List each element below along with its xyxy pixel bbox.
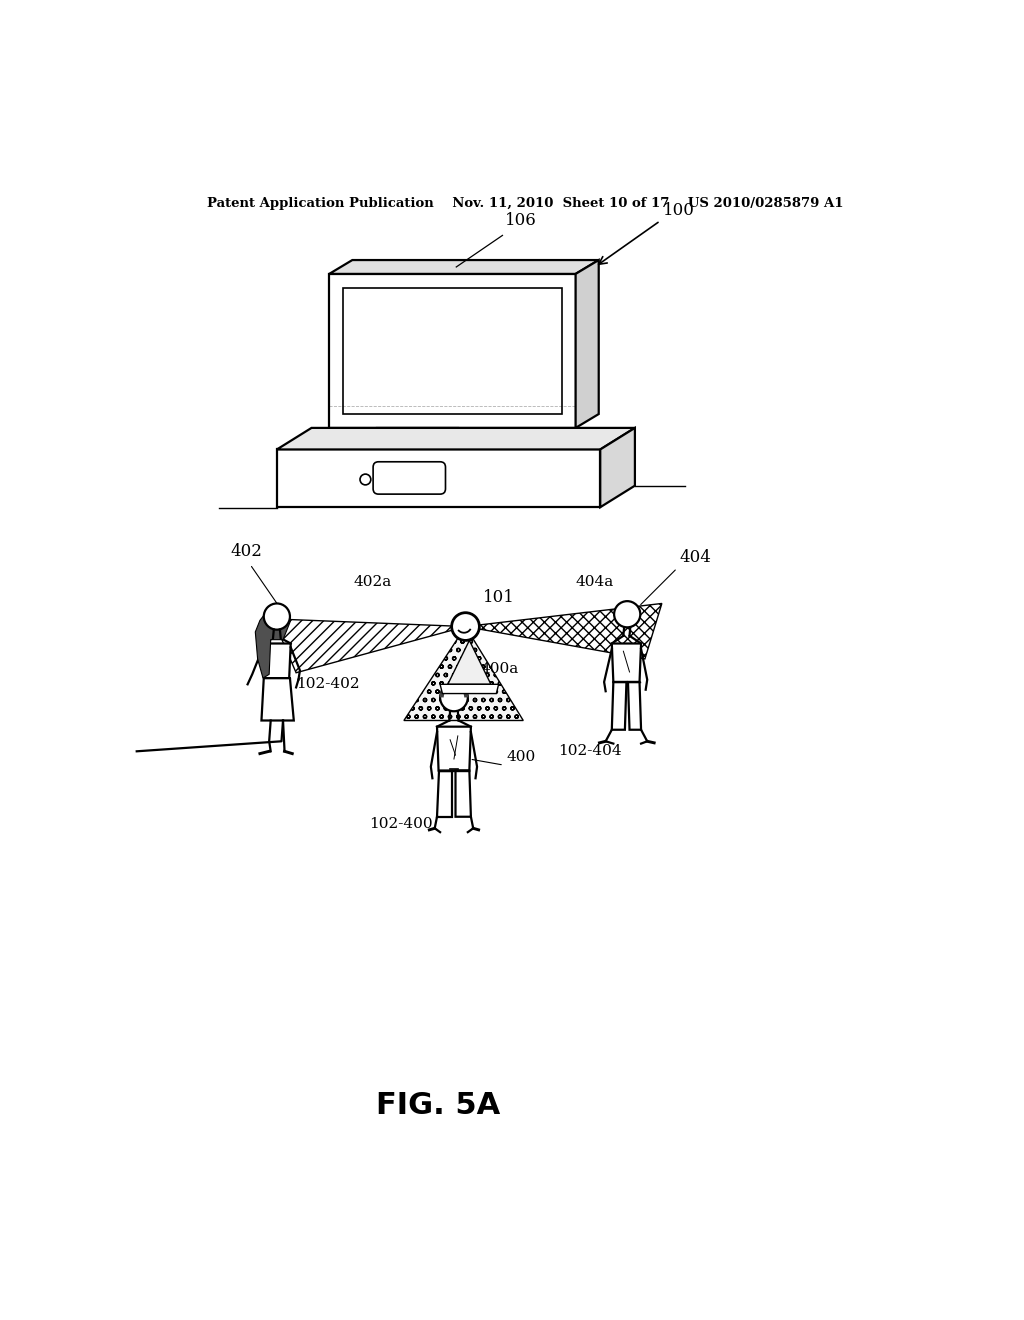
Text: Patent Application Publication    Nov. 11, 2010  Sheet 10 of 17    US 2010/02858: Patent Application Publication Nov. 11, …	[207, 197, 843, 210]
Polygon shape	[611, 682, 627, 730]
Text: 404a: 404a	[575, 574, 613, 589]
Polygon shape	[330, 260, 599, 275]
Polygon shape	[255, 610, 291, 678]
Text: FIG. 5A: FIG. 5A	[377, 1092, 501, 1119]
Text: 106: 106	[505, 213, 537, 230]
Text: 400a: 400a	[481, 661, 519, 676]
Polygon shape	[377, 428, 458, 449]
Circle shape	[614, 601, 640, 627]
Polygon shape	[343, 288, 562, 414]
Text: 101: 101	[482, 589, 514, 606]
Polygon shape	[456, 771, 471, 817]
Text: 404: 404	[680, 549, 712, 566]
Text: 102-404: 102-404	[558, 744, 622, 758]
Polygon shape	[447, 640, 490, 684]
Text: 102-402: 102-402	[296, 677, 359, 692]
Polygon shape	[276, 449, 600, 507]
Polygon shape	[440, 684, 499, 693]
Polygon shape	[575, 260, 599, 428]
Polygon shape	[261, 678, 294, 721]
Polygon shape	[263, 644, 291, 678]
Polygon shape	[403, 627, 523, 721]
Text: 100: 100	[663, 202, 694, 219]
FancyBboxPatch shape	[373, 462, 445, 494]
Polygon shape	[600, 428, 635, 507]
Polygon shape	[628, 682, 641, 730]
Polygon shape	[466, 603, 662, 659]
Polygon shape	[437, 726, 471, 771]
Polygon shape	[385, 449, 451, 465]
Circle shape	[264, 603, 290, 630]
Polygon shape	[273, 619, 466, 673]
Polygon shape	[611, 644, 641, 682]
Text: 402: 402	[230, 544, 262, 561]
Polygon shape	[330, 275, 575, 428]
Text: 400: 400	[506, 750, 536, 763]
Text: 402a: 402a	[354, 574, 392, 589]
Polygon shape	[437, 771, 453, 817]
Polygon shape	[276, 428, 635, 449]
Circle shape	[440, 684, 468, 711]
Circle shape	[452, 612, 479, 640]
Text: 102-400: 102-400	[370, 817, 433, 832]
